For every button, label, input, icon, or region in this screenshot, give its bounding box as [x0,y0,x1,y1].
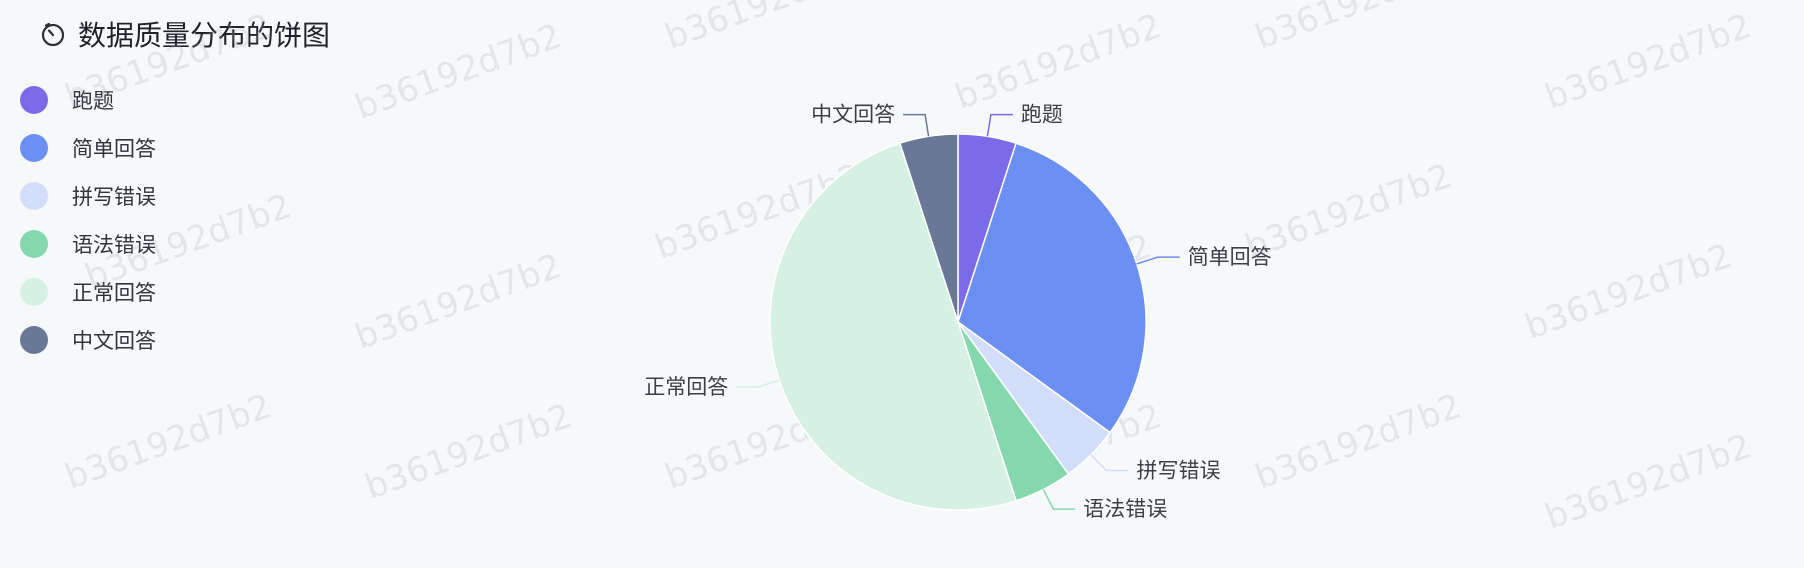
legend-item[interactable]: 中文回答 [20,316,156,364]
leader-line [903,113,930,137]
leader-line [1042,489,1076,510]
slice-label: 跑题 [1021,103,1063,127]
chart-title: 数据质量分布的饼图 [78,19,331,52]
legend-swatch [20,134,48,162]
legend-label: 跑题 [72,89,114,113]
legend-label: 正常回答 [72,281,156,305]
legend-label: 简单回答 [72,137,156,161]
leader-line [736,379,780,388]
legend-swatch [20,86,48,114]
legend-label: 拼写错误 [72,185,156,209]
slice-label: 简单回答 [1188,245,1272,269]
pie-slice[interactable] [898,133,959,323]
slice-label: 正常回答 [644,375,728,399]
legend-swatch [20,182,48,210]
legend-item[interactable]: 简单回答 [20,124,156,172]
legend-swatch [20,326,48,354]
chart-header: 数据质量分布的饼图 [40,12,330,56]
slice-label: 拼写错误 [1137,459,1221,483]
leader-line [986,113,1013,137]
timer-icon [41,22,65,47]
slice-label: 语法错误 [1083,497,1167,521]
legend-item[interactable]: 语法错误 [20,220,156,268]
legend-item[interactable]: 跑题 [20,76,156,124]
leader-line [1136,256,1180,265]
chart-legend: 跑题简单回答拼写错误语法错误正常回答中文回答 [20,76,156,364]
legend-item[interactable]: 正常回答 [20,268,156,316]
leader-line [1090,454,1129,472]
legend-label: 语法错误 [72,233,156,257]
legend-swatch [20,278,48,306]
slice-label: 中文回答 [811,103,895,127]
legend-label: 中文回答 [72,329,156,353]
legend-item[interactable]: 拼写错误 [20,172,156,220]
legend-swatch [20,230,48,258]
